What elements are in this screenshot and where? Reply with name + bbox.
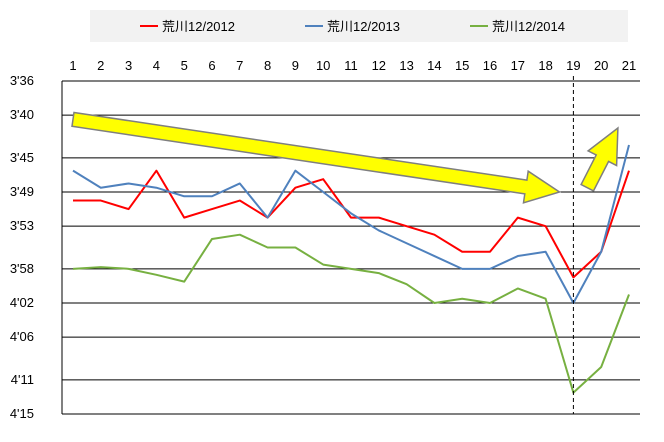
x-tick-label: 9 bbox=[292, 58, 299, 73]
legend-label: 荒川12/2012 bbox=[162, 19, 235, 34]
y-tick-label: 4'02 bbox=[10, 295, 34, 310]
legend: 荒川12/2012 荒川12/2013 荒川12/2014 bbox=[90, 10, 628, 42]
y-tick-label: 4'11 bbox=[11, 372, 34, 387]
series-line bbox=[73, 169, 630, 279]
x-tick-label: 1 bbox=[69, 58, 76, 73]
legend-label: 荒川12/2013 bbox=[327, 19, 400, 34]
x-tick-label: 11 bbox=[344, 58, 358, 73]
y-tick-label: 4'06 bbox=[10, 329, 34, 344]
series-line bbox=[72, 233, 630, 394]
x-tick-label: 5 bbox=[181, 58, 188, 73]
legend-box bbox=[90, 10, 628, 42]
x-tick-label: 19 bbox=[566, 58, 580, 73]
y-tick-label: 3'40 bbox=[10, 107, 34, 122]
x-tick-label: 10 bbox=[316, 58, 330, 73]
x-tick-label: 8 bbox=[264, 58, 271, 73]
x-tick-label: 3 bbox=[125, 58, 132, 73]
series-lines bbox=[72, 144, 630, 394]
y-tick-label: 3'36 bbox=[10, 73, 34, 88]
x-tick-label: 13 bbox=[399, 58, 413, 73]
series-line bbox=[72, 144, 630, 304]
y-tick-label: 3'45 bbox=[10, 150, 34, 165]
legend-label: 荒川12/2014 bbox=[492, 19, 565, 34]
y-axis-ticks: 3'36 3'40 3'45 3'49 3'53 3'58 4'02 4'06 4'11 4'15 bbox=[10, 73, 34, 421]
trend-arrow bbox=[71, 111, 562, 204]
x-axis-ticks: 1 2 3 4 5 6 7 8 9 10 11 12 13 14 15 16 17 18 19 20 21 bbox=[69, 58, 636, 73]
x-tick-label: 6 bbox=[208, 58, 215, 73]
x-tick-label: 18 bbox=[538, 58, 552, 73]
x-tick-label: 16 bbox=[483, 58, 497, 73]
y-tick-label: 3'49 bbox=[10, 184, 34, 199]
y-tick-label: 3'53 bbox=[10, 218, 34, 233]
x-tick-label: 14 bbox=[427, 58, 441, 73]
x-tick-label: 7 bbox=[236, 58, 243, 73]
trend-arrow bbox=[580, 126, 619, 192]
trend-arrows bbox=[71, 111, 619, 204]
x-tick-label: 20 bbox=[594, 58, 608, 73]
x-tick-label: 21 bbox=[622, 58, 636, 73]
x-tick-label: 2 bbox=[97, 58, 104, 73]
y-tick-label: 3'58 bbox=[10, 261, 34, 276]
x-tick-label: 17 bbox=[511, 58, 525, 73]
x-tick-label: 15 bbox=[455, 58, 469, 73]
y-tick-label: 4'15 bbox=[10, 406, 34, 421]
x-tick-label: 12 bbox=[372, 58, 386, 73]
x-tick-label: 4 bbox=[153, 58, 160, 73]
